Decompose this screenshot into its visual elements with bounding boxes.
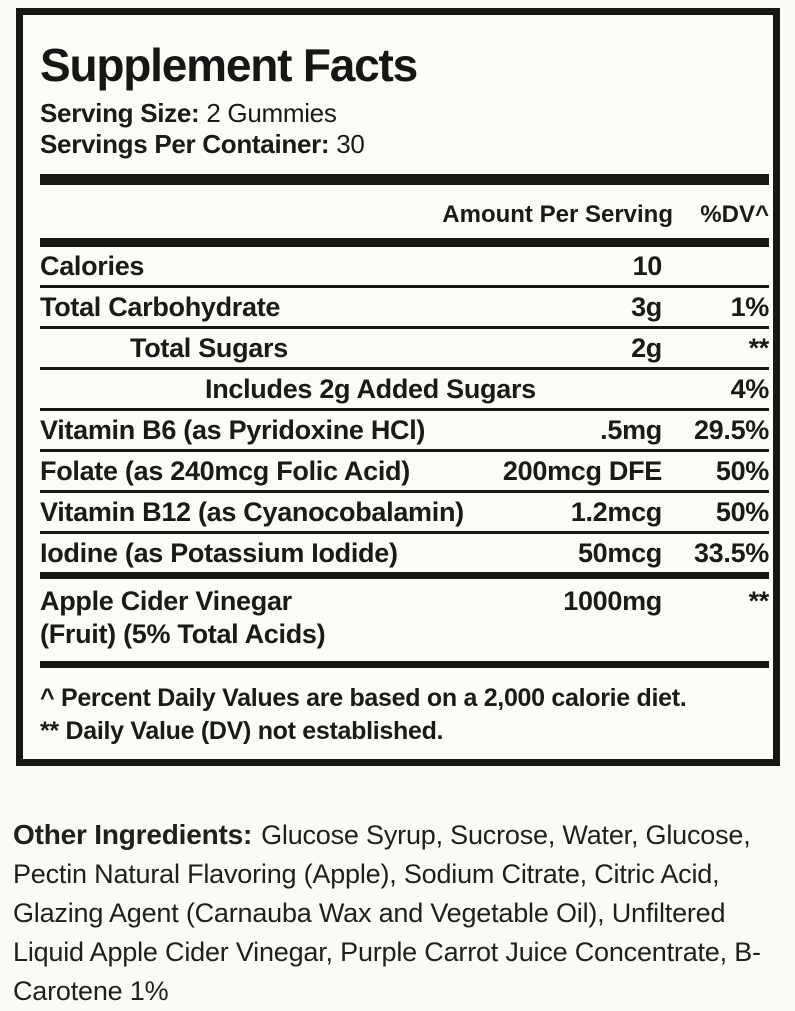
nutrient-dv: 29.5% <box>693 414 769 445</box>
nutrient-name: Vitamin B12 (as Cyanocobalamin) <box>40 496 464 527</box>
servings-per-container-label: Servings Per Container: <box>40 129 330 159</box>
nutrient-name-line2: (Fruit) (5% Total Acids) <box>40 619 326 649</box>
divider-thick-top <box>40 174 769 185</box>
nutrient-dv: ** <box>748 332 770 363</box>
row-vitamin-b12: Vitamin B12 (as Cyanocobalamin) 1.2mcg 5… <box>40 493 769 534</box>
row-calories: Calories 10 <box>40 247 769 288</box>
nutrient-dv: 1% <box>730 291 770 322</box>
row-iodine: Iodine (as Potassium Iodide) 50mcg 33.5% <box>40 534 769 579</box>
row-total-sugars: Total Sugars 2g ** <box>40 329 769 370</box>
nutrient-amount: 2g <box>631 332 662 363</box>
panel-title: Supplement Facts <box>40 39 418 91</box>
other-ingredients-label: Other Ingredients: <box>13 819 253 850</box>
row-apple-cider-vinegar: Apple Cider Vinegar 1000mg ** (Fruit) (5… <box>40 579 769 668</box>
nutrient-name: Apple Cider Vinegar <box>40 586 292 616</box>
supplement-facts-panel: Supplement Facts Serving Size: 2 Gummies… <box>16 8 780 766</box>
column-header-dv: %DV^ <box>700 201 769 228</box>
footnote-daily-values: ^ Percent Daily Values are based on a 2,… <box>40 684 687 712</box>
row-added-sugars: Includes 2g Added Sugars 4% <box>40 370 769 411</box>
column-header-row: Amount Per Serving %DV^ <box>40 185 769 229</box>
nutrient-amount: 50mcg <box>577 537 662 568</box>
nutrient-name: Includes 2g Added Sugars <box>205 373 536 404</box>
serving-size-label: Serving Size: <box>40 98 200 128</box>
servings-per-container-line: Servings Per Container: 30 <box>40 129 769 160</box>
nutrient-amount: .5mg <box>600 414 662 445</box>
nutrient-amount: 200mcg DFE <box>502 455 662 486</box>
nutrient-dv: 4% <box>730 373 770 404</box>
other-ingredients-paragraph: Other Ingredients: Glucose Syrup, Sucrose… <box>13 815 784 1011</box>
nutrient-dv: 50% <box>715 496 769 527</box>
nutrient-dv: 50% <box>715 455 769 486</box>
nutrient-name: Folate (as 240mcg Folic Acid) <box>40 455 410 486</box>
nutrient-amount: 3g <box>631 291 662 322</box>
nutrient-name: Total Sugars <box>130 332 288 363</box>
serving-size-value: 2 Gummies <box>206 98 337 128</box>
column-header-amount: Amount Per Serving <box>442 201 673 228</box>
row-folate: Folate (as 240mcg Folic Acid) 200mcg DFE… <box>40 452 769 493</box>
nutrient-amount: 1.2mcg <box>570 496 663 527</box>
footnotes: ^ Percent Daily Values are based on a 2,… <box>40 668 769 748</box>
nutrient-amount: 10 <box>632 250 663 281</box>
nutrient-dv: ** <box>748 586 770 616</box>
nutrient-name: Iodine (as Potassium Iodide) <box>40 537 398 568</box>
nutrient-amount: 1000mg <box>563 586 662 616</box>
row-total-carbohydrate: Total Carbohydrate 3g 1% <box>40 288 769 329</box>
serving-size-line: Serving Size: 2 Gummies <box>40 98 769 129</box>
footnote-not-established: ** Daily Value (DV) not established. <box>40 717 444 745</box>
nutrient-name: Vitamin B6 (as Pyridoxine HCl) <box>40 414 426 445</box>
servings-per-container-value: 30 <box>336 129 365 159</box>
nutrient-name: Total Carbohydrate <box>40 291 281 322</box>
nutrient-name: Calories <box>40 250 145 281</box>
divider-thick-header <box>40 238 769 247</box>
nutrient-dv: 33.5% <box>693 537 769 568</box>
row-vitamin-b6: Vitamin B6 (as Pyridoxine HCl) .5mg 29.5… <box>40 411 769 452</box>
